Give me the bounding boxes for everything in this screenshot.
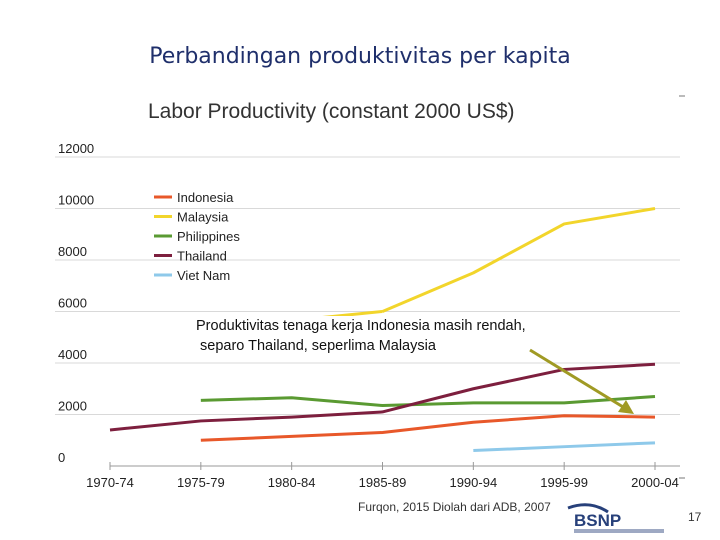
callout-text: Produktivitas tenaga kerja Indonesia mas…	[196, 316, 536, 356]
callout-box	[196, 316, 514, 358]
legend-label: Indonesia	[177, 190, 234, 205]
arrow-head	[618, 400, 634, 414]
legend-label: Viet Nam	[177, 268, 230, 283]
axes: 0 2000 4000 6000 8000 10000 12000 1970-74 1975-7…	[58, 95, 685, 490]
logo-swoosh	[567, 503, 609, 514]
y-tick-label: 10000	[58, 193, 94, 208]
series-line-viet-nam	[473, 441, 656, 453]
logo-mark: BSNP	[574, 511, 621, 530]
callout-arrow	[529, 348, 634, 414]
x-tick-label: 1975-79	[177, 475, 225, 490]
series-line-thailand	[109, 362, 656, 432]
logo-tagline	[574, 529, 664, 533]
series-line-indonesia	[200, 414, 656, 442]
legend: Indonesia Malaysia Philippines Thailand Viet…	[154, 190, 240, 283]
y-tick-label: 8000	[58, 244, 87, 259]
x-tick-label: 1995-99	[540, 475, 588, 490]
legend-label: Philippines	[177, 229, 240, 244]
y-tick-label: 6000	[58, 296, 87, 311]
x-tick-label: 1970-74	[86, 475, 134, 490]
legend-label: Thailand	[177, 249, 227, 264]
callout-line-1: Produktivitas tenaga kerja Indonesia mas…	[196, 318, 526, 334]
arrow-shaft	[529, 348, 629, 412]
series-line-philippines	[200, 394, 656, 407]
x-tick-label: 1990-94	[449, 475, 497, 490]
x-tick-label: 2000-04	[631, 475, 679, 490]
organization-logo: BSNP	[567, 503, 664, 533]
series-line-malaysia	[381, 207, 656, 313]
page-number: 17	[688, 510, 702, 524]
x-tick-label: 1980-84	[268, 475, 316, 490]
y-tick-label: 0	[58, 450, 65, 465]
chart-title: Labor Productivity (constant 2000 US$)	[148, 100, 515, 123]
y-tick-label: 4000	[58, 347, 87, 362]
x-tick-label: 1985-89	[359, 475, 407, 490]
callout-line-2: separo Thailand, seperlima Malaysia	[196, 338, 436, 354]
source-note: Furqon, 2015 Diolah dari ADB, 2007	[358, 500, 551, 514]
y-tick-label: 2000	[58, 399, 87, 414]
slide-title: Perbandingan produktivitas per kapita	[149, 44, 571, 69]
gridlines	[55, 156, 680, 415]
legend-label: Malaysia	[177, 210, 229, 225]
y-tick-label: 12000	[58, 141, 94, 156]
